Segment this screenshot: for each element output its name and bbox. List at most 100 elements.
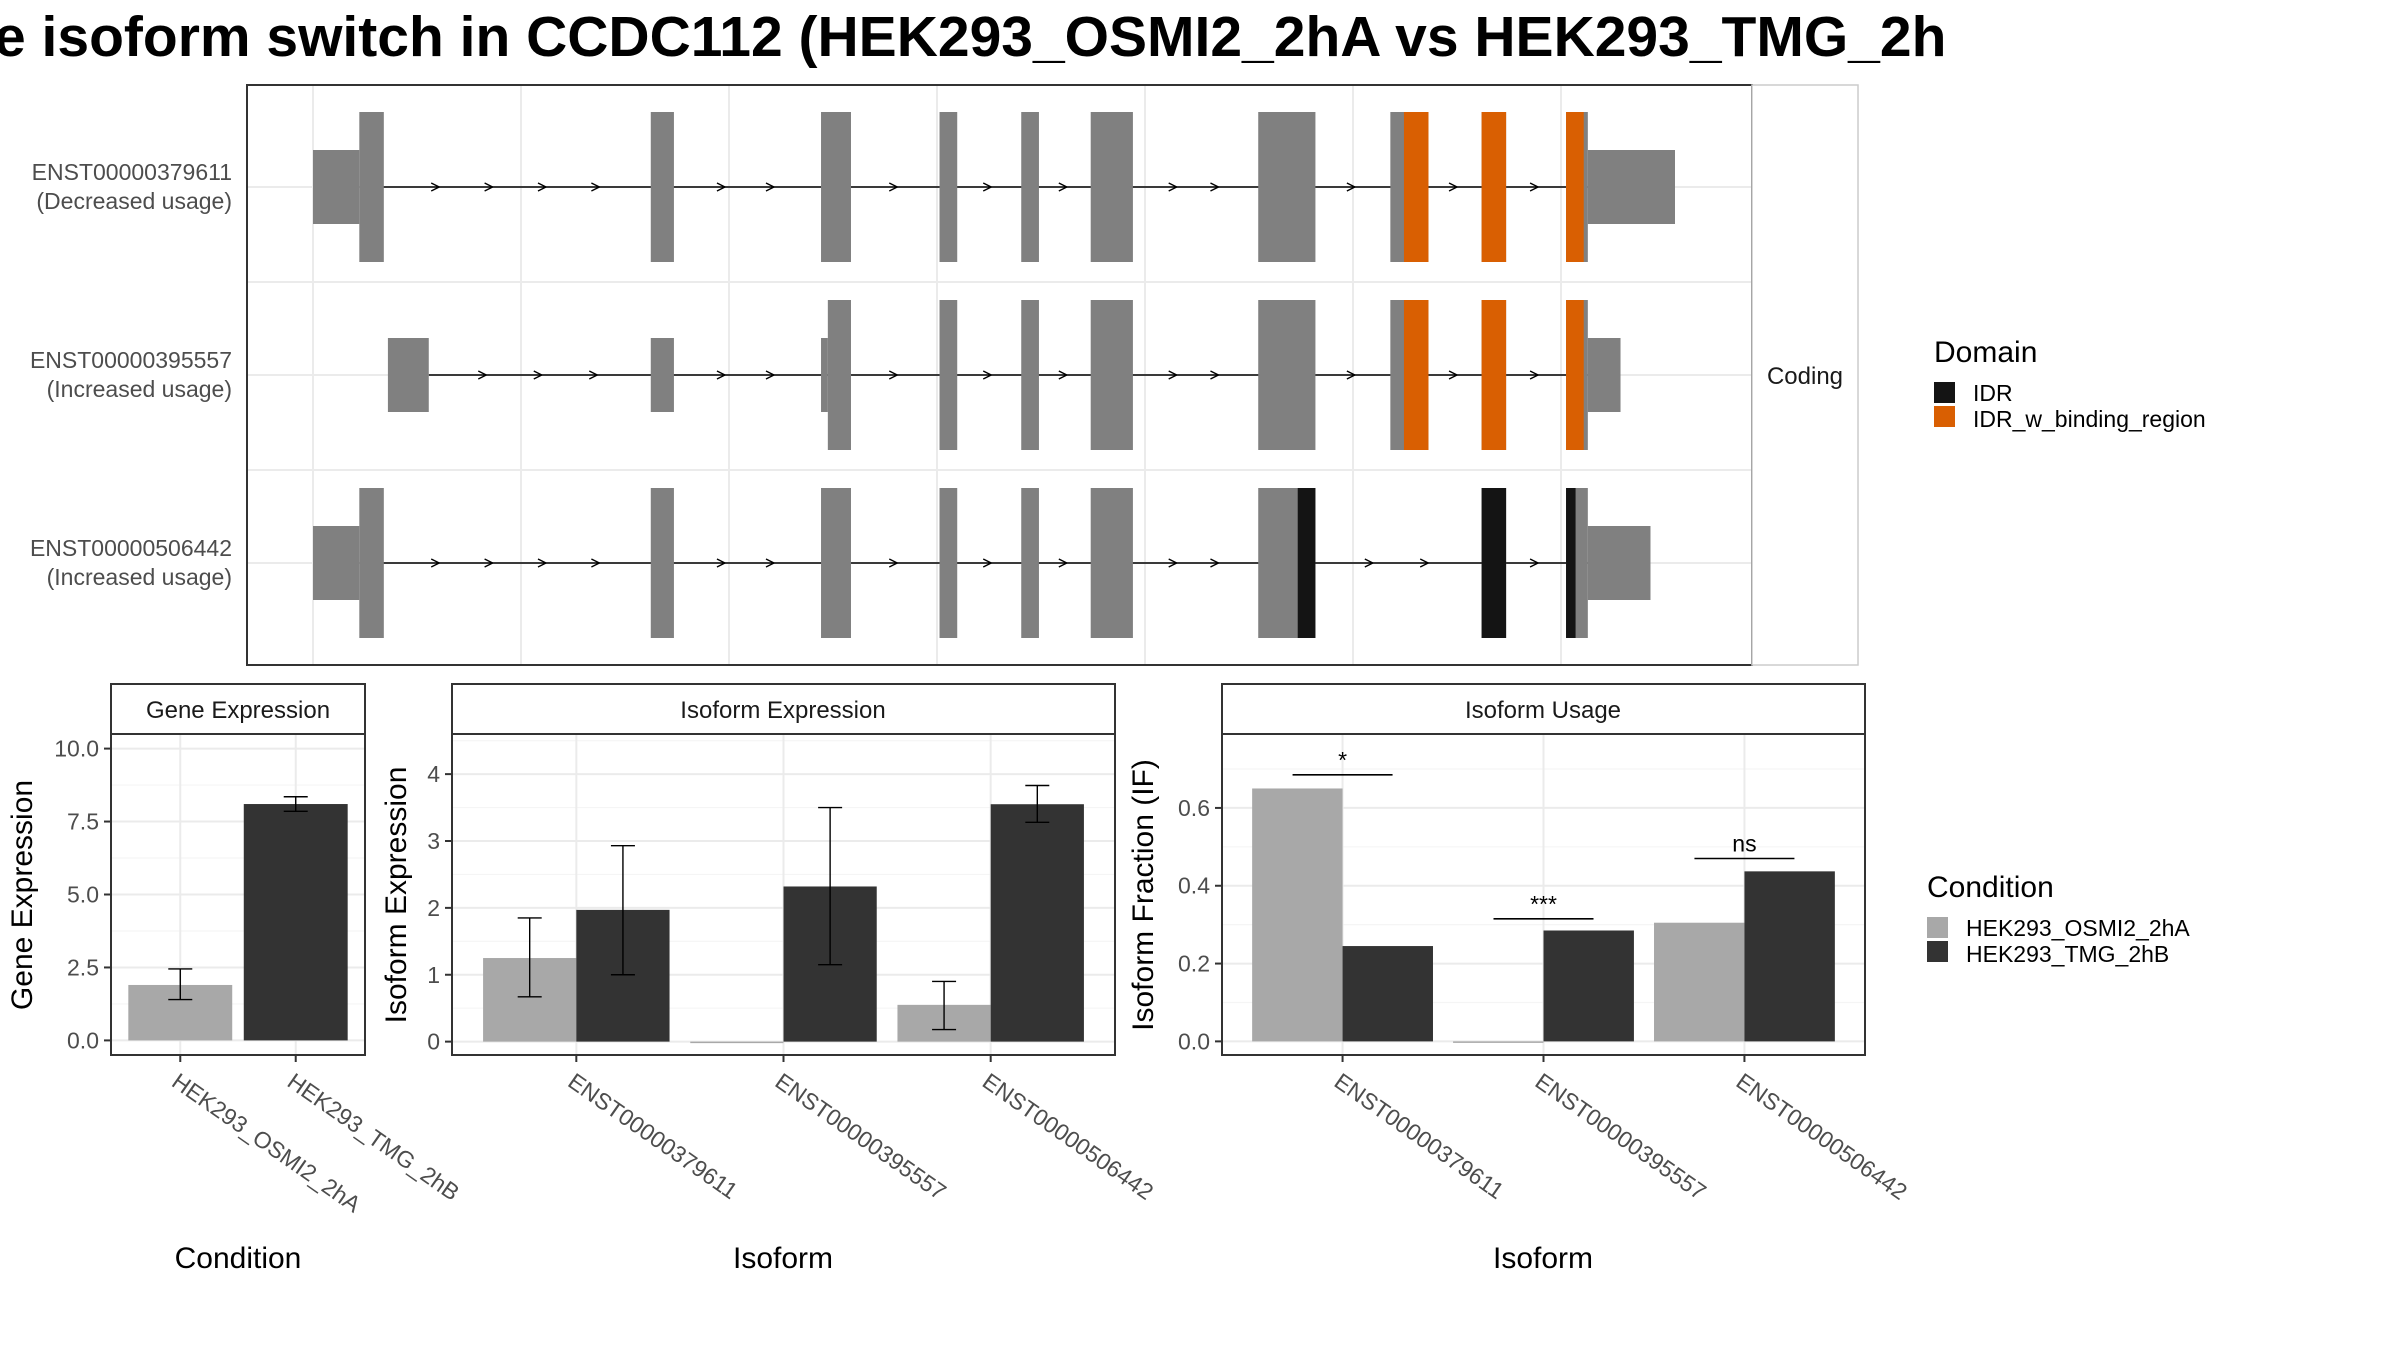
isoform-expression-xlabel: Isoform <box>733 1242 833 1275</box>
bar <box>1744 871 1835 1042</box>
domain-legend-label-idr-binding: IDR_w_binding_region <box>1973 406 2206 432</box>
intron-arrow <box>1210 182 1221 192</box>
bar <box>1654 922 1745 1042</box>
isoform-usage-strip-label: Isoform Usage <box>1465 697 1621 724</box>
coding-exon <box>939 112 958 262</box>
intron-arrow <box>1448 370 1459 380</box>
y-tick-label: 0.6 <box>1178 795 1210 821</box>
y-tick-label: 3 <box>427 828 440 854</box>
intron-arrow <box>1058 370 1069 380</box>
intron-arrow <box>588 370 599 380</box>
transcript-1-id: ENST00000379611 <box>32 159 232 185</box>
x-tick-label: ENST00000506442 <box>978 1068 1158 1205</box>
gene-expression-bars <box>128 796 348 1041</box>
significance-label: ns <box>1732 831 1756 857</box>
intron-arrow <box>591 558 601 568</box>
isoform-usage-bars <box>1252 788 1835 1043</box>
intron-arrow <box>888 558 899 568</box>
domain-legend: Domain IDR IDR_w_binding_region <box>1934 336 2206 432</box>
y-tick-label: 2.5 <box>67 954 99 980</box>
intron-arrow <box>430 182 441 192</box>
bar <box>990 804 1084 1042</box>
intron-arrow <box>1210 370 1221 380</box>
coding-exon <box>359 488 384 638</box>
coding-exon <box>939 300 958 450</box>
x-tick-label: ENST00000395557 <box>771 1068 951 1205</box>
y-tick-label: 1 <box>427 962 440 988</box>
idr-binding-domain <box>1481 112 1507 262</box>
intron-arrow <box>1529 558 1540 568</box>
coding-exon <box>650 488 674 638</box>
gene-expression-panel: Gene Expression 0.0 2.5 5.0 7.5 10.0 HEK293_… <box>6 683 464 1275</box>
domain-legend-label-idr: IDR <box>1973 380 2013 406</box>
idr-domain <box>1566 488 1576 638</box>
bar <box>1342 946 1433 1042</box>
x-tick-label: HEK293_OSMI2_2hA <box>167 1068 366 1218</box>
y-tick-label: 0.0 <box>1178 1028 1210 1054</box>
idr-domain <box>1297 488 1316 638</box>
intron-arrow <box>1168 370 1179 380</box>
isoform-expression-ylabel: Isoform Expression <box>380 767 413 1024</box>
isoform-expression-x-ticks: ENST00000379611 ENST00000395557 ENST000005… <box>563 1055 1158 1205</box>
isoform-usage-strip <box>1221 683 1866 735</box>
transcript-3-id: ENST00000506442 <box>30 535 232 561</box>
significance-label: * <box>1338 747 1347 773</box>
intron-arrow <box>1058 558 1069 568</box>
intron-arrow <box>484 558 495 568</box>
intron-arrow <box>1168 558 1179 568</box>
condition-legend-swatch-b <box>1927 941 1948 962</box>
condition-legend-label-b: HEK293_TMG_2hB <box>1966 941 2169 967</box>
coding-exon <box>821 112 851 262</box>
gene-expression-strip-label: Gene Expression <box>146 697 330 724</box>
bar <box>243 804 348 1041</box>
y-tick-label: 0 <box>427 1029 440 1055</box>
transcript-2-usage: (Increased usage) <box>47 376 232 402</box>
isoform-expression-strip <box>451 683 1116 735</box>
utr-exon <box>1587 338 1621 412</box>
isoform-usage-y-ticks: 0.0 0.2 0.4 0.6 <box>1178 795 1222 1054</box>
intron-arrow <box>1529 182 1540 192</box>
transcript-1-usage: (Decreased usage) <box>36 188 232 214</box>
x-tick-label: ENST00000379611 <box>1330 1068 1509 1204</box>
intron-arrow <box>982 182 993 192</box>
coding-exon <box>821 488 851 638</box>
intron-arrow <box>888 182 899 192</box>
intron-arrow <box>1529 370 1540 380</box>
transcript-2 <box>387 300 1621 450</box>
intron-arrow <box>765 182 776 192</box>
x-tick-label: ENST00000379611 <box>563 1068 742 1204</box>
intron-arrow <box>1210 558 1221 568</box>
condition-legend-label-a: HEK293_OSMI2_2hA <box>1966 915 2190 941</box>
intron-arrow <box>888 370 899 380</box>
intron-arrow <box>982 558 993 568</box>
transcript-3 <box>313 488 1651 638</box>
isoform-expression-panel: Isoform Expression 0 1 2 3 4 ENST00000379611… <box>380 683 1158 1275</box>
transcripts-layer <box>313 112 1675 638</box>
coding-exon <box>1021 112 1039 262</box>
idr-binding-domain <box>1403 112 1429 262</box>
coding-strip <box>1751 84 1859 666</box>
coding-exon <box>650 112 674 262</box>
intron-arrow <box>982 370 993 380</box>
idr-binding-domain <box>1403 300 1429 450</box>
intron-arrow <box>1058 182 1069 192</box>
intron-arrow <box>1419 558 1430 568</box>
y-tick-label: 0.2 <box>1178 951 1210 977</box>
utr-exon <box>1587 150 1675 224</box>
intron-arrow <box>430 558 441 568</box>
y-tick-label: 0.0 <box>67 1027 99 1053</box>
utr-exon <box>1587 526 1651 600</box>
intron-arrow <box>1168 182 1179 192</box>
coding-exon <box>939 488 958 638</box>
utr-exon <box>313 150 360 224</box>
intron-arrow <box>1364 558 1375 568</box>
intron-arrow <box>484 182 495 192</box>
domain-legend-title: Domain <box>1934 336 2037 369</box>
coding-exon <box>359 112 384 262</box>
utr-exon <box>821 338 828 412</box>
idr-binding-domain <box>1566 300 1584 450</box>
intron-arrow <box>1346 370 1357 380</box>
intron-arrow <box>765 558 776 568</box>
bar <box>690 1041 784 1044</box>
condition-legend: Condition HEK293_OSMI2_2hA HEK293_TMG_2h… <box>1927 871 2190 967</box>
